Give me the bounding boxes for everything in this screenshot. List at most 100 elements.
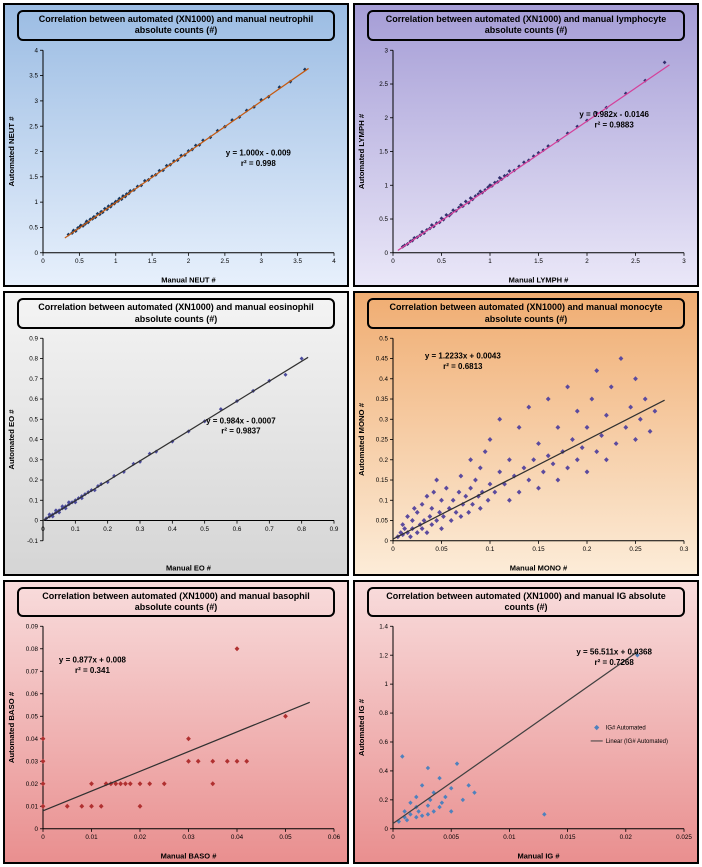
- svg-text:0.1: 0.1: [379, 497, 388, 504]
- svg-text:0.3: 0.3: [136, 526, 145, 533]
- svg-text:0.07: 0.07: [26, 668, 39, 675]
- svg-text:0.2: 0.2: [29, 477, 38, 484]
- scatter-plot-basophil: 0 0.01 0.02 0.03 0.04 0.05 0.06 0 0.01 0.02 0.03 0.…: [7, 623, 340, 861]
- svg-text:2: 2: [585, 258, 589, 265]
- svg-text:0: 0: [391, 546, 395, 553]
- svg-text:0.04: 0.04: [231, 834, 244, 841]
- svg-text:r² = 0.9883: r² = 0.9883: [594, 120, 634, 129]
- svg-text:0.2: 0.2: [583, 546, 592, 553]
- svg-text:y = 1.000x - 0.009: y = 1.000x - 0.009: [226, 148, 292, 157]
- svg-text:y = 0.982x - 0.0146: y = 0.982x - 0.0146: [579, 109, 649, 118]
- svg-text:Manual MONO #: Manual MONO #: [510, 563, 568, 572]
- svg-text:0.08: 0.08: [26, 646, 39, 653]
- svg-text:r² = 0.9837: r² = 0.9837: [221, 426, 261, 435]
- svg-text:0: 0: [384, 538, 388, 545]
- svg-text:2.5: 2.5: [379, 81, 388, 88]
- scatter-plot-neutrophil: 0 0.5 1 1.5 2 2.5 3 3.5 4 0 0.5 1 1.5 2 2.5 3 3.5 4 y = 1.…: [7, 47, 336, 285]
- svg-text:0.5: 0.5: [437, 258, 446, 265]
- svg-text:0.03: 0.03: [26, 758, 39, 765]
- svg-text:r² = 0.7268: r² = 0.7268: [594, 658, 634, 667]
- svg-text:0.04: 0.04: [26, 736, 39, 743]
- chart-panel-basophil: Correlation between automated (XN1000) a…: [3, 579, 349, 864]
- svg-text:3: 3: [682, 258, 686, 265]
- svg-text:0: 0: [41, 526, 45, 533]
- svg-text:r² = 0.6813: r² = 0.6813: [443, 362, 483, 371]
- svg-text:1: 1: [114, 258, 118, 265]
- svg-text:0.02: 0.02: [26, 781, 39, 788]
- svg-text:0.45: 0.45: [376, 355, 389, 362]
- svg-text:0.01: 0.01: [26, 803, 39, 810]
- svg-text:1: 1: [384, 182, 388, 189]
- svg-text:0.02: 0.02: [620, 834, 633, 841]
- svg-text:2.5: 2.5: [631, 258, 640, 265]
- svg-text:Manual LYMPH #: Manual LYMPH #: [509, 275, 569, 284]
- svg-text:0: 0: [34, 249, 38, 256]
- svg-text:0.005: 0.005: [443, 834, 459, 841]
- svg-text:0.25: 0.25: [629, 546, 642, 553]
- chart-body-lymphocyte: 0 0.5 1 1.5 2 2.5 3 0 0.5 1 1.5 2 2.5 3 y = 0.982x - 0…: [355, 42, 697, 286]
- chart-body-eosinophil: 0 0.1 0.2 0.3 0.4 0.5 0.6 0.7 0.8 0.9 -0.1 0 0.1 0.2 0…: [5, 330, 347, 574]
- svg-text:1.5: 1.5: [148, 258, 157, 265]
- svg-text:2: 2: [34, 148, 38, 155]
- svg-text:1.5: 1.5: [534, 258, 543, 265]
- svg-text:0.05: 0.05: [376, 517, 389, 524]
- chart-title-lymphocyte: Correlation between automated (XN1000) a…: [367, 10, 685, 41]
- svg-text:0.1: 0.1: [71, 526, 80, 533]
- chart-body-basophil: 0 0.01 0.02 0.03 0.04 0.05 0.06 0 0.01 0.02 0.03 0.…: [5, 618, 347, 862]
- svg-text:0: 0: [384, 826, 388, 833]
- chart-panel-neutrophil: Correlation between automated (XN1000) a…: [3, 3, 349, 288]
- svg-text:Manual BASO #: Manual BASO #: [161, 852, 217, 861]
- svg-text:0.5: 0.5: [75, 258, 84, 265]
- svg-text:1.5: 1.5: [379, 148, 388, 155]
- svg-text:0.1: 0.1: [29, 497, 38, 504]
- svg-text:0: 0: [41, 258, 45, 265]
- chart-title-basophil: Correlation between automated (XN1000) a…: [17, 586, 335, 618]
- svg-text:0.15: 0.15: [532, 546, 545, 553]
- svg-text:0.4: 0.4: [29, 436, 38, 443]
- chart-panel-eosinophil: Correlation between automated (XN1000) a…: [3, 291, 349, 576]
- svg-text:0.8: 0.8: [29, 355, 38, 362]
- svg-text:0.05: 0.05: [26, 713, 39, 720]
- svg-text:y = 0.984x - 0.0007: y = 0.984x - 0.0007: [206, 416, 276, 425]
- svg-text:0.7: 0.7: [265, 526, 274, 533]
- svg-text:Automated BASO #: Automated BASO #: [7, 691, 16, 763]
- chart-title-ig: Correlation between automated (XN1000) a…: [367, 586, 685, 618]
- chart-title-monocyte: Correlation between automated (XN1000) a…: [367, 298, 685, 329]
- svg-text:0.5: 0.5: [29, 224, 38, 231]
- svg-text:0.4: 0.4: [168, 526, 177, 533]
- scatter-plot-lymphocyte: 0 0.5 1 1.5 2 2.5 3 0 0.5 1 1.5 2 2.5 3 y = 0.982x - 0…: [357, 47, 686, 285]
- svg-text:r² = 0.998: r² = 0.998: [241, 158, 276, 167]
- svg-text:Manual EO #: Manual EO #: [166, 563, 212, 572]
- svg-text:3.5: 3.5: [29, 72, 38, 79]
- svg-text:3: 3: [34, 97, 38, 104]
- svg-text:0.6: 0.6: [233, 526, 242, 533]
- svg-text:0: 0: [384, 249, 388, 256]
- svg-text:1: 1: [34, 199, 38, 206]
- chart-panel-lymphocyte: Correlation between automated (XN1000) a…: [353, 3, 699, 288]
- svg-text:0: 0: [34, 826, 38, 833]
- svg-text:3: 3: [259, 258, 263, 265]
- svg-text:Manual IG #: Manual IG #: [517, 852, 560, 861]
- svg-text:0.3: 0.3: [29, 457, 38, 464]
- svg-text:0: 0: [391, 834, 395, 841]
- svg-text:1.2: 1.2: [379, 652, 388, 659]
- svg-text:Automated EO #: Automated EO #: [7, 408, 16, 469]
- svg-text:4: 4: [332, 258, 336, 265]
- chart-body-neutrophil: 0 0.5 1 1.5 2 2.5 3 3.5 4 0 0.5 1 1.5 2 2.5 3 3.5 4 y = 1.…: [5, 42, 347, 286]
- scatter-plot-monocyte: 0 0.05 0.1 0.15 0.2 0.25 0.3 0 0.05 0.1 0.15 0.2 0.2…: [357, 335, 689, 573]
- svg-text:2: 2: [187, 258, 191, 265]
- svg-text:3.5: 3.5: [293, 258, 302, 265]
- svg-text:0.4: 0.4: [379, 768, 388, 775]
- svg-text:Automated LYMPH #: Automated LYMPH #: [357, 113, 366, 189]
- svg-text:0.06: 0.06: [26, 691, 39, 698]
- svg-text:1.5: 1.5: [29, 173, 38, 180]
- svg-text:0: 0: [34, 517, 38, 524]
- svg-text:Automated NEUT #: Automated NEUT #: [7, 115, 16, 186]
- svg-text:0.03: 0.03: [182, 834, 195, 841]
- chart-title-neutrophil: Correlation between automated (XN1000) a…: [17, 10, 335, 41]
- scatter-plot-ig: 0 0.005 0.01 0.015 0.02 0.025 0 0.2 0.4 0.6 0.8 1 1.…: [357, 623, 692, 861]
- svg-text:-0.1: -0.1: [27, 538, 38, 545]
- svg-text:0: 0: [41, 834, 45, 841]
- svg-text:0.6: 0.6: [29, 396, 38, 403]
